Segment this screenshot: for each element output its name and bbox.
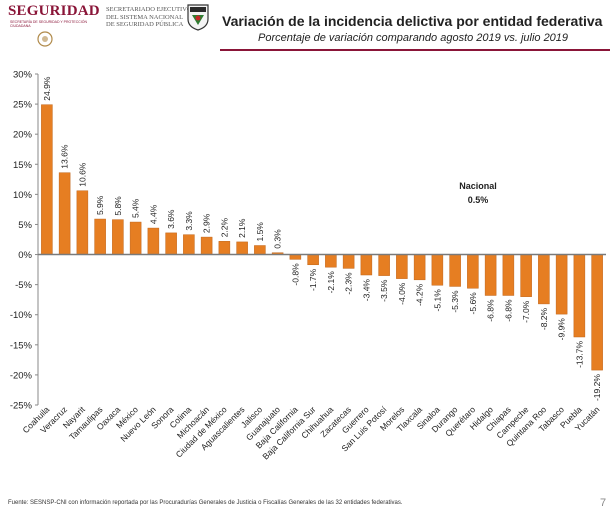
data-label: 1.5% — [255, 222, 265, 242]
bar — [431, 254, 444, 286]
bar — [467, 254, 479, 289]
bar — [520, 254, 532, 297]
bar — [129, 221, 142, 255]
shield-badge-icon — [187, 4, 209, 31]
data-label: 5.4% — [131, 198, 141, 218]
bar — [555, 254, 568, 315]
page-number: 7 — [600, 497, 607, 509]
data-label: 13.6% — [60, 144, 70, 169]
bar — [360, 254, 373, 276]
y-tick-label: -15% — [10, 340, 33, 351]
y-tick-label: 0% — [18, 250, 32, 261]
data-label: -4.2% — [415, 283, 425, 306]
chart-title: Variación de la incidencia delictiva por… — [222, 13, 603, 29]
seguridad-logo-text: SEGURIDAD — [8, 3, 100, 19]
y-tick-label: -25% — [10, 401, 33, 412]
chart-subtitle: Porcentaje de variación comparando agost… — [258, 32, 569, 44]
y-tick-label: 10% — [13, 190, 33, 201]
y-tick-label: 30% — [13, 70, 33, 81]
bar — [484, 254, 497, 296]
data-label: -7.0% — [521, 300, 531, 323]
data-label: -6.8% — [503, 299, 513, 322]
header: SEGURIDAD SECRETARÍA DE SEGURIDAD Y PROT… — [0, 0, 615, 60]
data-label: 0.3% — [273, 229, 283, 249]
bar — [165, 232, 177, 255]
data-label: -5.3% — [450, 290, 460, 313]
data-label: -1.7% — [308, 268, 318, 291]
data-label: 2.1% — [237, 218, 247, 238]
y-tick-label: -20% — [10, 370, 33, 381]
bar — [183, 234, 195, 255]
data-label: -0.8% — [290, 263, 300, 286]
data-label: 2.2% — [219, 217, 229, 237]
bar — [200, 236, 213, 255]
y-tick-label: 20% — [13, 130, 33, 141]
data-label: -2.1% — [326, 271, 336, 294]
nacional-annotation-value: 0.5% — [468, 195, 489, 205]
data-label: 5.8% — [113, 196, 123, 216]
data-label: 2.9% — [202, 213, 212, 233]
bar — [147, 227, 160, 255]
bar — [413, 254, 426, 281]
agency-line: DE SEGURIDAD PÚBLICA — [106, 21, 184, 28]
bar — [591, 254, 603, 371]
data-label: 3.3% — [184, 211, 194, 231]
bar — [76, 190, 89, 255]
nacional-annotation-label: Nacional — [459, 181, 497, 191]
bar — [236, 241, 248, 255]
data-label: -5.6% — [468, 292, 478, 315]
data-label: -19.2% — [592, 374, 602, 401]
bar — [396, 254, 408, 279]
y-tick-label: -10% — [10, 310, 33, 321]
bar — [307, 254, 319, 266]
title-underline — [220, 49, 610, 51]
data-label: -5.1% — [432, 289, 442, 312]
bar — [325, 254, 337, 268]
bar — [58, 172, 71, 255]
data-label: -3.4% — [361, 279, 371, 302]
data-label: -13.7% — [574, 341, 584, 368]
bar — [112, 219, 124, 255]
data-label: 24.9% — [42, 76, 52, 101]
bar — [538, 254, 550, 305]
data-label: -4.0% — [397, 282, 407, 305]
data-label: -8.2% — [539, 307, 549, 330]
bar-chart: 30% 25% 20% 15% 10% 5% 0% -5% -10% -15% -20% -25% 24… — [10, 70, 606, 462]
data-label: -9.9% — [557, 318, 567, 341]
national-seal-icon — [37, 31, 53, 47]
data-label: 4.4% — [148, 204, 158, 224]
bar — [254, 245, 266, 255]
source-note: Fuente: SESNSP-CNI con información repor… — [8, 500, 403, 506]
bar — [218, 241, 231, 255]
bar — [449, 254, 461, 287]
data-label: -3.5% — [379, 279, 389, 302]
data-label: 10.6% — [77, 162, 87, 187]
bar — [94, 218, 106, 255]
y-tick-label: 15% — [13, 160, 33, 171]
bar — [502, 254, 515, 296]
data-label: -6.8% — [486, 299, 496, 322]
data-label: 3.6% — [166, 209, 176, 229]
seguridad-logo-subtitle: SECRETARÍA DE SEGURIDAD Y PROTECCIÓN CIU… — [10, 20, 88, 28]
bar — [41, 104, 53, 255]
agency-line: DEL SISTEMA NACIONAL — [106, 13, 184, 21]
bar — [378, 254, 390, 276]
y-tick-label: 5% — [18, 220, 32, 231]
data-label: 5.9% — [95, 195, 105, 215]
data-label: -2.3% — [344, 272, 354, 295]
y-tick-label: -5% — [15, 280, 32, 291]
agency-name: SECRETARIADO EJECUTIVO DEL SISTEMA NACIO… — [106, 6, 206, 29]
y-tick-label: 25% — [13, 100, 33, 111]
agency-line: SECRETARIADO EJECUTIVO — [106, 6, 192, 13]
bar — [573, 254, 586, 338]
bar — [342, 254, 355, 269]
